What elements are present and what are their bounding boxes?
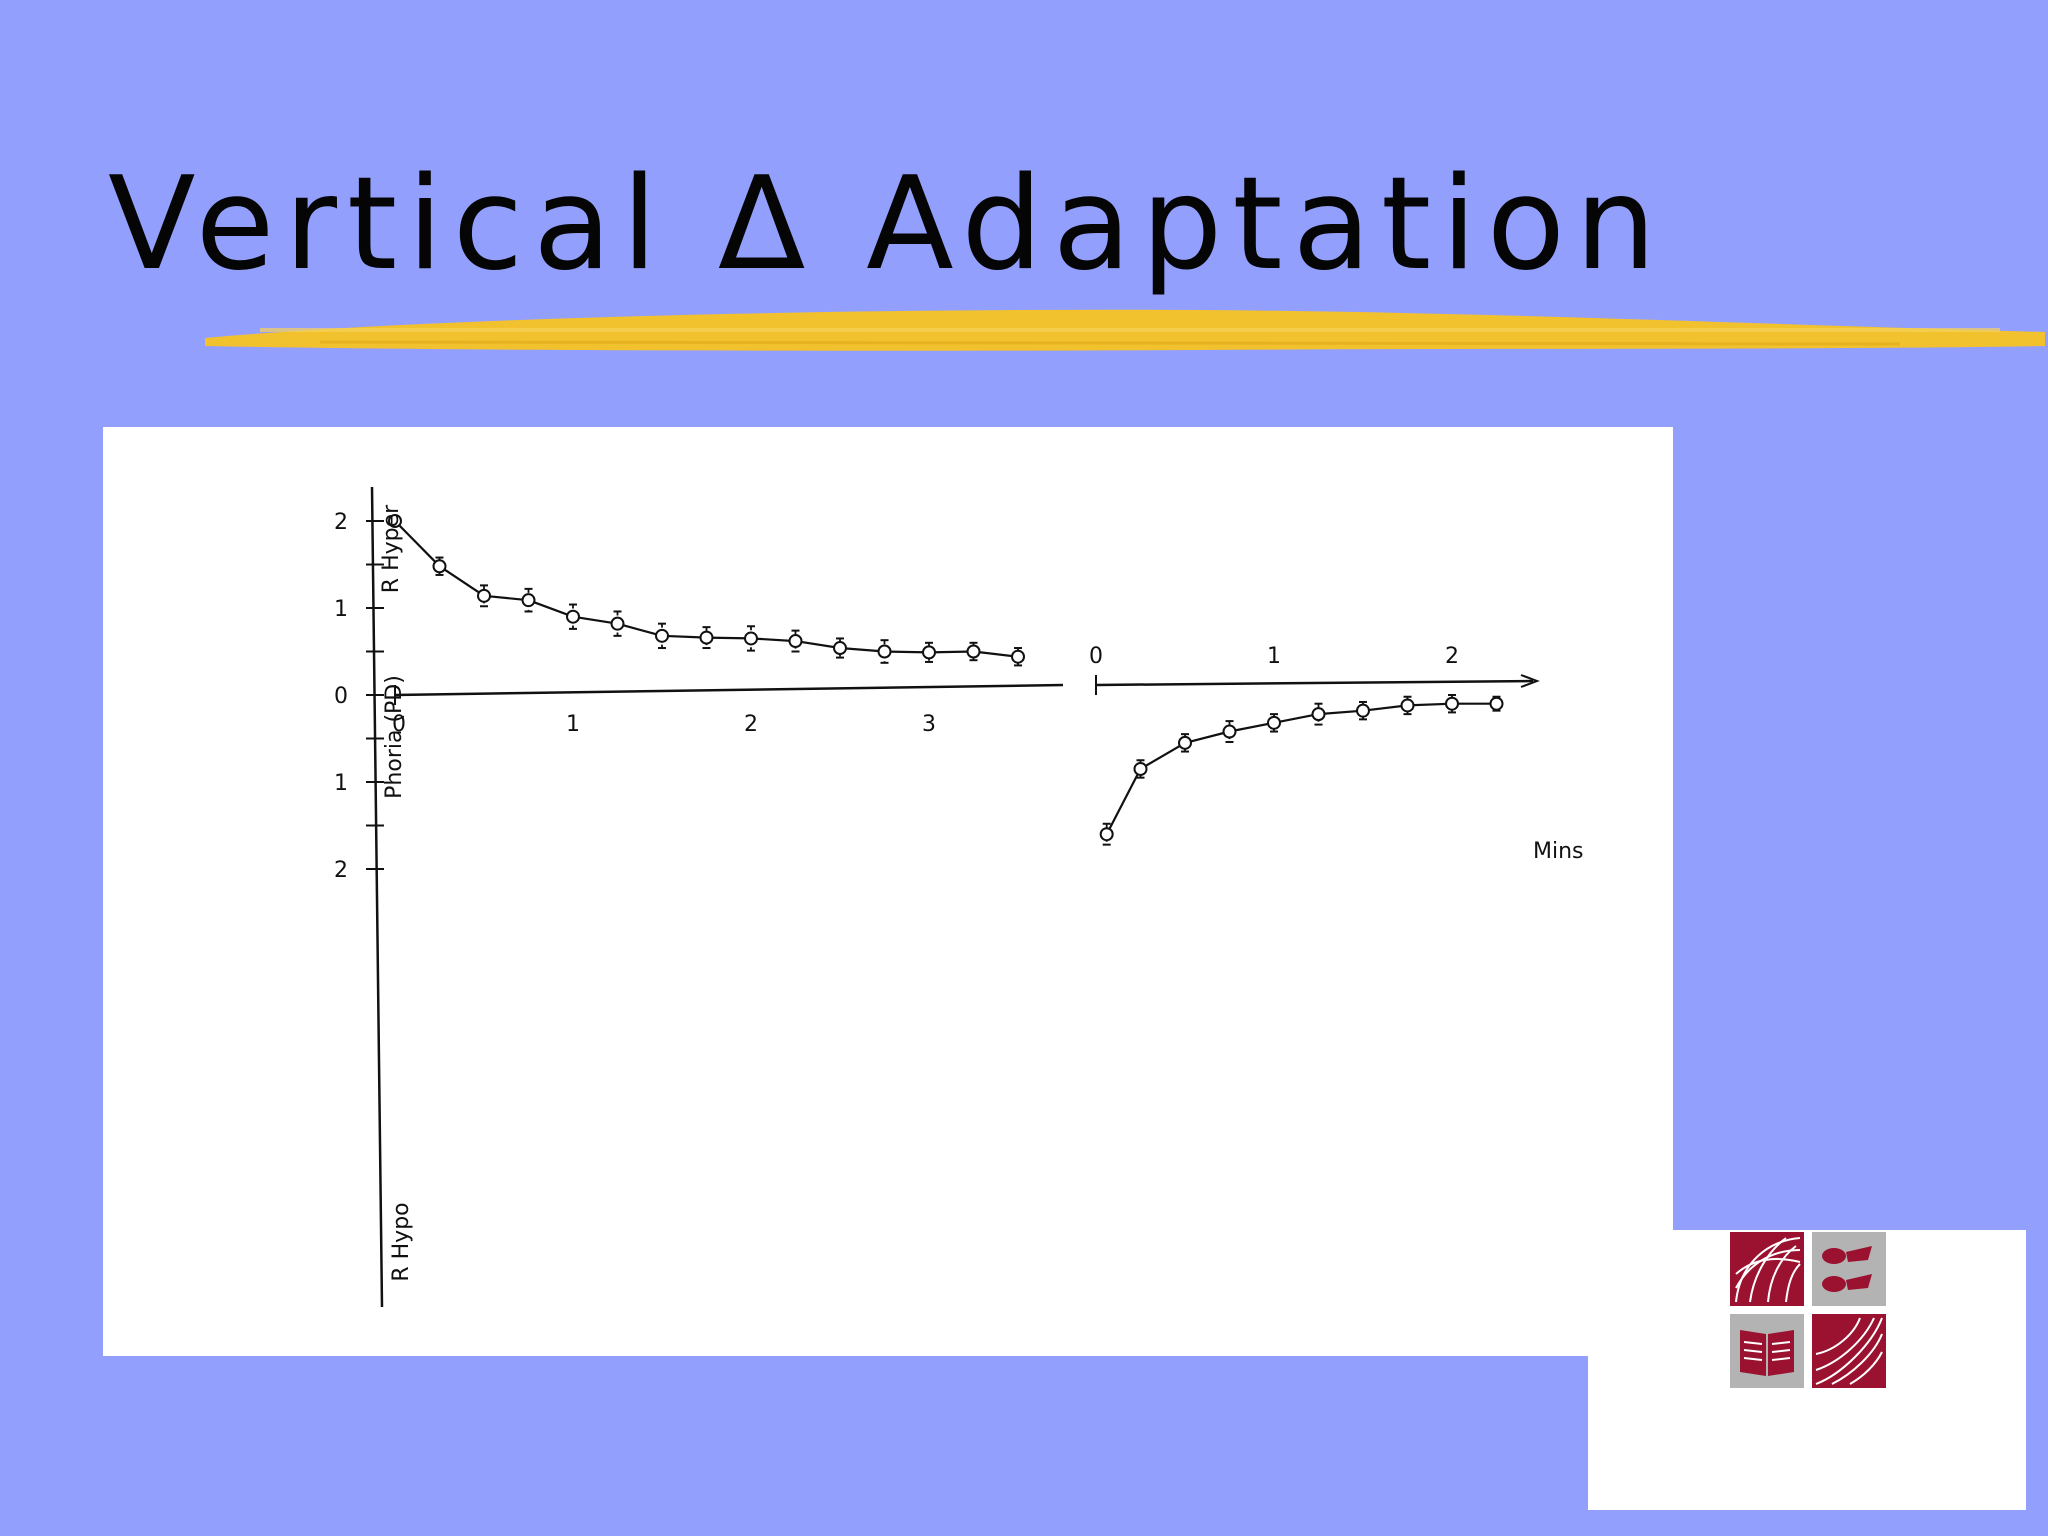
y-tick-label: 2 xyxy=(334,858,348,883)
x-tick-label: 2 xyxy=(744,712,758,737)
x-tick-label: 0 xyxy=(1089,644,1103,669)
book-icon xyxy=(1730,1314,1804,1388)
x-unit-label: Mins xyxy=(1533,839,1584,864)
fit-curve-2 xyxy=(1105,702,1497,835)
slide-title: Vertical Δ Adaptation xyxy=(108,150,1667,299)
y-label-middle: Phoria (PD) xyxy=(382,675,407,799)
data-point xyxy=(477,588,491,603)
globe-icon xyxy=(1730,1232,1804,1306)
data-point xyxy=(655,628,669,643)
title-underline xyxy=(205,309,2045,351)
y-label-bottom: R Hypo xyxy=(389,1202,414,1281)
data-point xyxy=(566,609,580,624)
data-point xyxy=(432,559,447,574)
data-point xyxy=(1267,715,1281,730)
data-point xyxy=(922,645,936,660)
data-point xyxy=(833,641,847,656)
data-point xyxy=(1011,649,1025,664)
x-axis-line-2 xyxy=(1095,679,1534,687)
data-point xyxy=(1133,761,1148,776)
x-tick-label: 1 xyxy=(566,712,580,737)
data-point xyxy=(1222,724,1237,739)
x-tick-label: 2 xyxy=(1445,644,1459,669)
x-tick-label: 1 xyxy=(1267,644,1281,669)
y-tick-label: 0 xyxy=(334,684,348,709)
y-tick-label: 1 xyxy=(334,771,348,796)
x-axis-arrow xyxy=(1520,674,1540,688)
x-axis-line-1 xyxy=(394,683,1064,697)
data-point xyxy=(1099,827,1114,842)
data-point xyxy=(521,593,536,608)
data-point xyxy=(877,644,892,659)
logo-panel xyxy=(1588,1230,2026,1510)
data-point xyxy=(388,514,402,528)
data-point xyxy=(1400,698,1415,713)
data-point xyxy=(1311,707,1326,722)
data-point xyxy=(966,644,981,659)
data-point xyxy=(1178,735,1192,750)
marks xyxy=(388,514,1504,846)
data-point xyxy=(788,634,803,649)
hands-icon xyxy=(1812,1232,1886,1306)
x-tick-label: 3 xyxy=(922,712,936,737)
x-tick-label: 0 xyxy=(392,712,406,737)
data-point xyxy=(1356,703,1370,718)
axes: 2 1 0 1 2 0 1 2 3 0 1 2 xyxy=(334,486,1540,1308)
data-point xyxy=(699,630,714,645)
data-point xyxy=(1489,696,1504,711)
data-point xyxy=(744,631,758,646)
y-axis-line xyxy=(370,486,384,1308)
y-tick-label: 1 xyxy=(334,597,348,622)
globe-grid-icon xyxy=(1812,1314,1886,1388)
data-point xyxy=(1445,696,1459,711)
data-point xyxy=(610,616,625,631)
y-label-top: R Hyper xyxy=(379,504,404,593)
y-tick-label: 2 xyxy=(334,510,348,535)
